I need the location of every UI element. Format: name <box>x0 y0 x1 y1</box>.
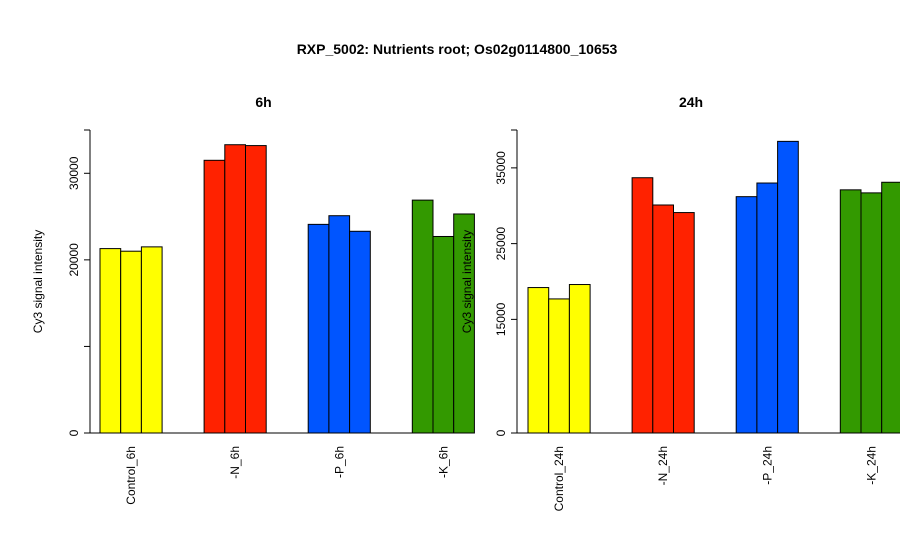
bar--K_6h-3 <box>453 213 475 434</box>
bar--K_6h-2 <box>432 235 455 434</box>
y-tick-label: 0 <box>67 429 81 436</box>
y-tick-label: 20000 <box>67 243 81 277</box>
bar--N_6h-2 <box>224 144 247 434</box>
y-axis-label: Cy3 signal intensity <box>31 230 45 333</box>
category-label: -P_6h <box>332 446 346 478</box>
category-label: -K_6h <box>436 446 450 478</box>
bar--K_24h-1 <box>839 189 862 434</box>
category-label: -P_24h <box>760 446 774 485</box>
bar-Control_24h-3 <box>568 284 591 434</box>
bar--P_24h-2 <box>756 182 779 434</box>
bar--P_6h-3 <box>349 230 371 434</box>
y-tick-label: 30000 <box>67 156 81 190</box>
y-tick-label: 15000 <box>494 302 508 336</box>
y-tick-label: 35000 <box>494 151 508 185</box>
panel-title: 24h <box>679 94 703 110</box>
bar--P_24h-1 <box>735 196 758 434</box>
y-tick-label: 25000 <box>494 227 508 261</box>
bar-Control_6h-1 <box>99 248 122 434</box>
y-tick-label: 0 <box>494 429 508 436</box>
category-label: Control_24h <box>552 446 566 511</box>
bar--P_6h-1 <box>307 223 330 434</box>
bar--N_24h-1 <box>631 177 654 434</box>
bar-Control_6h-3 <box>140 246 163 434</box>
bar-Control_24h-2 <box>548 298 570 434</box>
bar--K_24h-3 <box>881 181 900 434</box>
bar--P_24h-3 <box>777 140 799 434</box>
category-label: -K_24h <box>864 446 878 485</box>
category-label: -N_6h <box>228 446 242 479</box>
bar--K_24h-2 <box>860 192 883 434</box>
bar--N_24h-3 <box>673 212 695 434</box>
category-label: Control_6h <box>124 446 138 505</box>
bar--N_6h-1 <box>203 159 226 434</box>
bar--N_6h-3 <box>245 145 267 434</box>
panel-24h: 24h 0 15000 25000 35000 Cy3 signal intensity C… <box>460 94 900 511</box>
panel-title: 6h <box>255 94 271 110</box>
category-label: -N_24h <box>656 446 670 485</box>
bar--N_24h-2 <box>652 204 674 434</box>
y-axis-label: Cy3 signal intensity <box>460 230 474 333</box>
panel-6h: 6h 0 20000 30000 Cy3 signal intensity Control… <box>31 94 475 505</box>
bar--P_6h-2 <box>328 215 351 434</box>
figure-title: RXP_5002: Nutrients root; Os02g0114800_1… <box>297 41 618 57</box>
bar-Control_6h-2 <box>120 250 142 434</box>
bar--K_6h-1 <box>411 199 434 434</box>
bar-Control_24h-1 <box>527 287 550 434</box>
